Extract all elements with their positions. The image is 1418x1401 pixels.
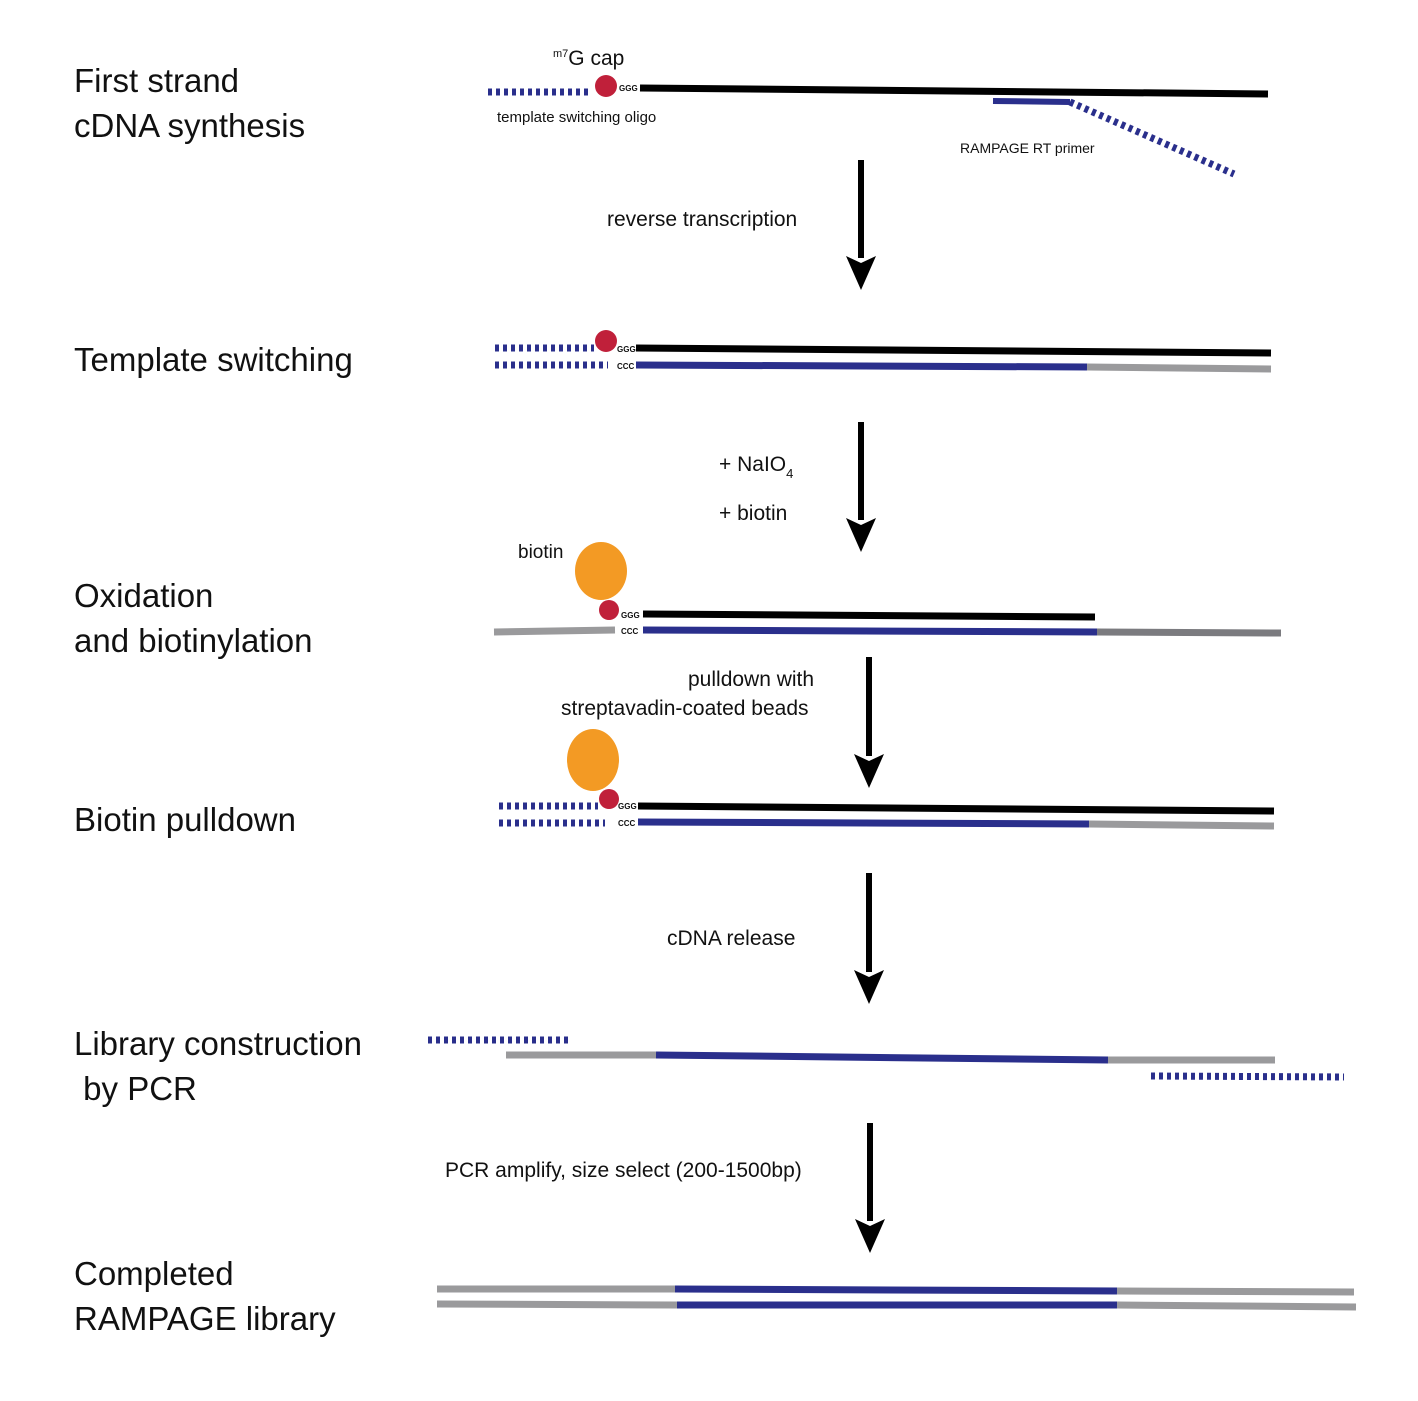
cdna-strand-blue <box>642 626 1098 636</box>
rampage-rt-primer-label: RAMPAGE RT primer <box>960 140 1095 156</box>
ccc-label: CCC <box>617 362 635 371</box>
m7g-cap-icon <box>599 789 619 809</box>
ggg-label: GGG <box>621 611 640 620</box>
library-bottom-right-gray <box>1116 1301 1357 1311</box>
cdna-strand-gray <box>1088 820 1275 830</box>
step-library-line2: by PCR <box>74 1070 197 1107</box>
mrna-strand <box>642 610 1096 621</box>
stage-first-strand: GGG m7G cap template switching oligo RAM… <box>488 47 1269 178</box>
label-pulldown-line2: streptavadin-coated beads <box>561 697 809 720</box>
step-template-switching: Template switching <box>74 341 353 378</box>
step-completed-line2: RAMPAGE library <box>74 1300 336 1337</box>
library-top-blue <box>674 1285 1118 1295</box>
label-naio4: + NaIO4 <box>719 453 793 481</box>
arrow-pcr-amplify <box>855 1123 885 1253</box>
cdna-strand-gray <box>1086 363 1272 373</box>
stage-template-switching: GGG CCC <box>495 330 1272 373</box>
ggg-label: GGG <box>617 345 636 354</box>
transition-labels: reverse transcription + NaIO4 + biotin p… <box>445 208 814 1182</box>
label-naio4-subscript: 4 <box>786 466 793 481</box>
mrna-strand <box>635 344 1272 357</box>
arrow-pulldown <box>854 657 884 788</box>
rt-primer-dashed <box>1068 98 1236 178</box>
step-library-line1: Library construction <box>74 1025 362 1062</box>
stage-oxidation: biotin GGG CCC <box>493 542 1282 637</box>
ccc-label: CCC <box>618 819 636 828</box>
mrna-strand <box>639 84 1269 98</box>
label-pulldown-line1: pulldown with <box>688 668 814 691</box>
arrow-cdna-release <box>854 873 884 1004</box>
arrow-oxidation <box>846 422 876 552</box>
arrow-reverse-transcription <box>846 160 876 290</box>
cap-label-text: G cap <box>568 47 624 70</box>
label-naio4-prefix: + NaIO <box>719 453 786 476</box>
pcr-primer-right <box>1150 1072 1345 1081</box>
cap-label: m7G cap <box>553 47 624 70</box>
library-bottom-left-gray <box>436 1300 678 1309</box>
step-labels: First strand cDNA synthesis Template swi… <box>74 62 362 1337</box>
biotin-label: biotin <box>518 542 563 563</box>
ggg-label: GGG <box>618 802 637 811</box>
oligo-strand-gray <box>493 626 616 636</box>
step-first-strand-line2: cDNA synthesis <box>74 107 305 144</box>
stage-biotin-pulldown: GGG CCC <box>499 729 1275 830</box>
template-switching-oligo-label: template switching oligo <box>497 109 656 126</box>
label-reverse-transcription: reverse transcription <box>607 208 797 231</box>
mrna-strand <box>637 802 1275 815</box>
cdna-strand-blue <box>637 818 1090 828</box>
ggg-label: GGG <box>619 84 638 93</box>
rt-primer-solid <box>992 98 1071 105</box>
step-oxidation-line1: Oxidation <box>74 577 213 614</box>
process-arrows <box>846 160 885 1253</box>
step-oxidation-line2: and biotinylation <box>74 622 313 659</box>
step-first-strand-line1: First strand <box>74 62 239 99</box>
label-plus-biotin: + biotin <box>719 502 787 525</box>
cdna-strand-blue <box>635 361 1088 371</box>
cap-label-superscript: m7 <box>553 48 568 60</box>
biotin-icon <box>575 542 627 600</box>
stage-completed-library <box>436 1285 1357 1311</box>
cdna-blue <box>655 1051 1109 1064</box>
biotin-bead-icon <box>567 729 619 791</box>
ccc-label: CCC <box>621 627 639 636</box>
step-completed-line1: Completed <box>74 1255 234 1292</box>
label-cdna-release: cDNA release <box>667 927 795 950</box>
step-biotin-pulldown: Biotin pulldown <box>74 801 296 838</box>
m7g-cap-icon <box>595 330 617 352</box>
stage-library-construction <box>428 1036 1345 1081</box>
cdna-strand-gray <box>1096 628 1282 637</box>
library-top-right-gray <box>1116 1287 1355 1296</box>
m7g-cap-icon <box>599 600 619 620</box>
m7g-cap-icon <box>595 75 617 97</box>
label-pcr-amplify: PCR amplify, size select (200-1500bp) <box>445 1159 802 1182</box>
